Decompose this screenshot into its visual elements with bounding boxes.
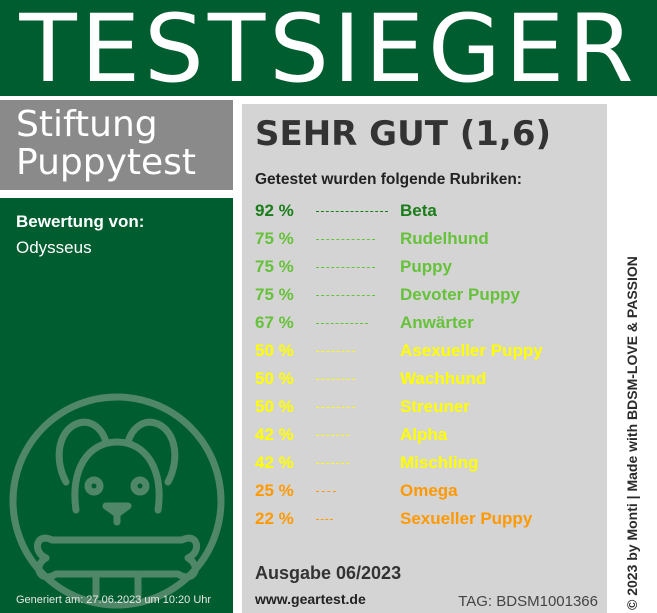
left-panel: Bewertung von: Odysseus Generiert am: 27… <box>0 198 233 613</box>
side-credit: © 2023 by Monti | Made with BDSM-LOVE & … <box>624 256 640 610</box>
brand-line-1: Stiftung <box>16 104 158 145</box>
category-row: 75 % Rudelhund <box>255 226 600 254</box>
header-title: TESTSIEGER <box>19 0 638 104</box>
category-name: Sexueller Puppy <box>400 509 533 528</box>
category-percent: 50 % <box>255 397 294 416</box>
rating-name: Odysseus <box>16 238 92 257</box>
category-row: 50 % Wachhund <box>255 366 600 394</box>
category-row: 42 % Mischling <box>255 450 600 478</box>
category-name: Puppy <box>400 257 452 276</box>
generated-timestamp: Generiert am: 27.06.2023 um 10:20 Uhr <box>16 594 212 606</box>
category-percent: 92 % <box>255 201 294 220</box>
category-percent: 22 % <box>255 509 294 528</box>
category-name: Beta <box>400 201 437 220</box>
category-row: 50 % Streuner <box>255 394 600 422</box>
category-percent: 75 % <box>255 257 294 276</box>
grade-title: SEHR GUT (1,6) <box>255 114 552 154</box>
category-name: Wachhund <box>400 369 487 388</box>
category-score-bar <box>316 239 375 240</box>
category-name: Omega <box>400 481 458 500</box>
category-percent: 25 % <box>255 481 294 500</box>
category-score-bar <box>316 435 349 436</box>
tag-label: TAG: BDSM1001366 <box>458 593 598 610</box>
category-percent: 50 % <box>255 341 294 360</box>
header-banner: TESTSIEGER <box>0 0 657 104</box>
category-percent: 67 % <box>255 313 294 332</box>
category-name: Mischling <box>400 453 479 472</box>
category-row: 22 % Sexueller Puppy <box>255 506 600 534</box>
category-percent: 42 % <box>255 425 294 444</box>
category-name: Streuner <box>400 397 470 416</box>
category-name: Alpha <box>400 425 448 444</box>
issue-label: Ausgabe 06/2023 <box>255 563 402 583</box>
category-row: 92 % Beta <box>255 198 600 226</box>
category-row: 42 % Alpha <box>255 422 600 450</box>
category-row: 75 % Puppy <box>255 254 600 282</box>
category-row: 75 % Devoter Puppy <box>255 282 600 310</box>
category-score-bar <box>316 407 355 408</box>
category-percent: 75 % <box>255 285 294 304</box>
dog-with-bone-icon <box>9 393 225 609</box>
category-name: Anwärter <box>400 313 474 332</box>
category-name: Asexueller Puppy <box>400 341 543 360</box>
rubriken-title: Getestet wurden folgende Rubriken: <box>255 171 522 188</box>
category-list: 92 % Beta 75 % Rudelhund 75 % Puppy 75 % Devote… <box>255 198 600 534</box>
website-link[interactable]: www.geartest.de <box>255 591 366 607</box>
rating-label: Bewertung von: <box>16 212 145 231</box>
category-score-bar <box>316 519 333 520</box>
category-row: 50 % Asexueller Puppy <box>255 338 600 366</box>
category-row: 25 % Omega <box>255 478 600 506</box>
category-score-bar <box>316 351 355 352</box>
category-percent: 75 % <box>255 229 294 248</box>
category-score-bar <box>316 463 349 464</box>
category-percent: 50 % <box>255 369 294 388</box>
category-row: 67 % Anwärter <box>255 310 600 338</box>
category-score-bar <box>316 211 388 212</box>
category-score-bar <box>316 491 336 492</box>
category-name: Devoter Puppy <box>400 285 520 304</box>
category-name: Rudelhund <box>400 229 489 248</box>
category-score-bar <box>316 267 375 268</box>
brand-box: Stiftung Puppytest <box>0 100 233 190</box>
brand-line-2: Puppytest <box>16 142 197 183</box>
category-percent: 42 % <box>255 453 294 472</box>
category-score-bar <box>316 379 355 380</box>
category-score-bar <box>316 323 368 324</box>
category-score-bar <box>316 295 375 296</box>
main-panel: SEHR GUT (1,6) Getestet wurden folgende … <box>242 104 607 613</box>
